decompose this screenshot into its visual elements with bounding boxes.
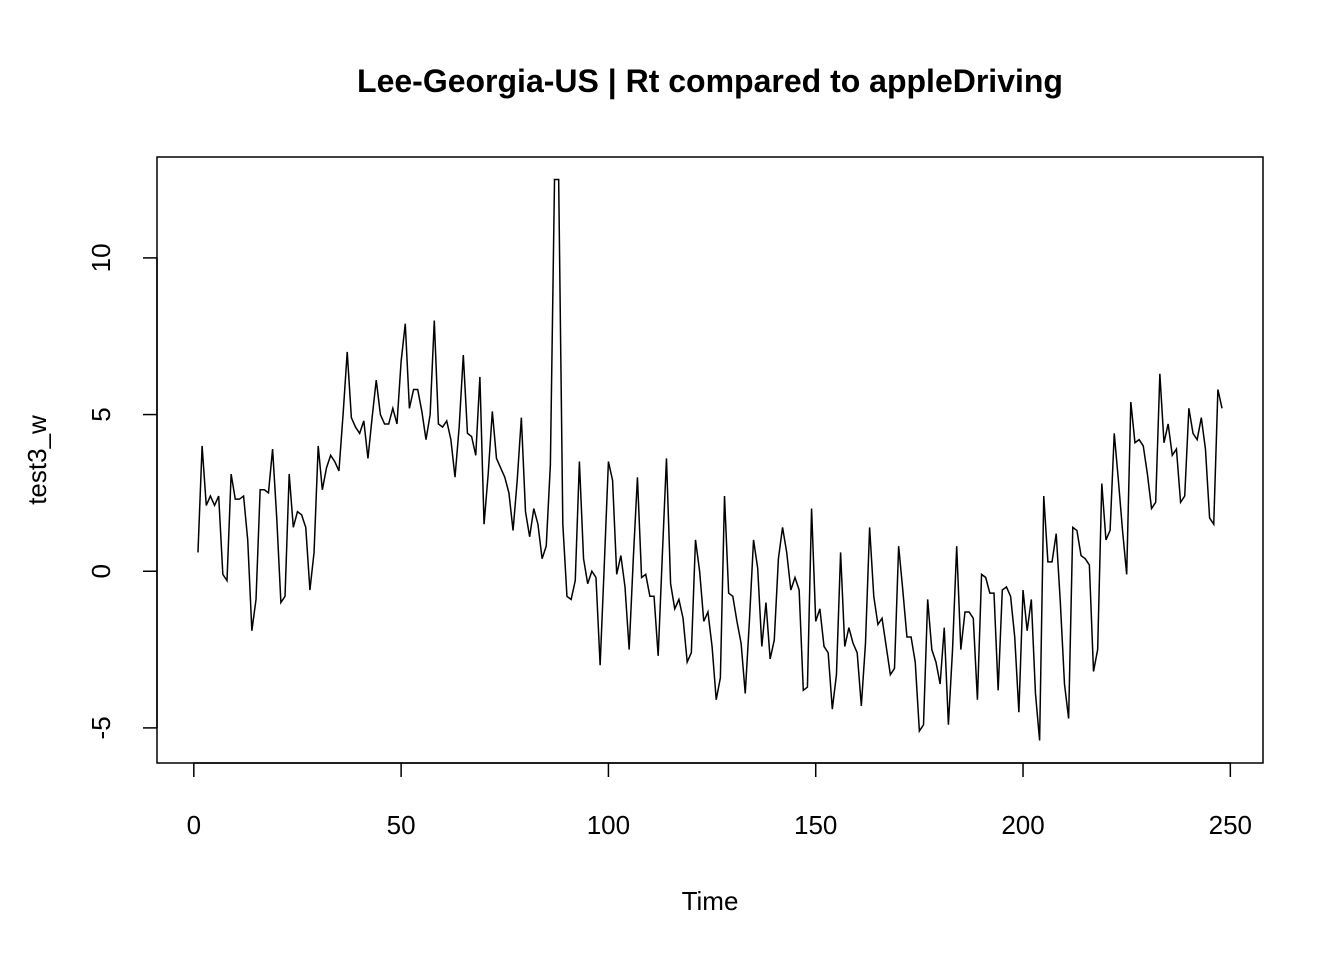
x-tick-label: 50	[387, 810, 416, 840]
data-line	[197, 178, 1223, 741]
y-tick-label: 0	[86, 564, 116, 578]
x-tick-label: 0	[187, 810, 201, 840]
x-axis-label: Time	[682, 886, 739, 916]
plot-box	[156, 156, 1264, 764]
x-tick-label: 200	[1001, 810, 1044, 840]
x-tick-label: 250	[1209, 810, 1252, 840]
x-tick-label: 150	[794, 810, 837, 840]
x-tick-label: 100	[587, 810, 630, 840]
y-tick-label: 10	[86, 243, 116, 272]
chart-title: Lee-Georgia-US | Rt compared to appleDri…	[357, 63, 1063, 99]
y-axis-label: test3_w	[22, 415, 52, 505]
y-tick-label: -5	[86, 716, 116, 739]
y-tick-label: 5	[86, 407, 116, 421]
